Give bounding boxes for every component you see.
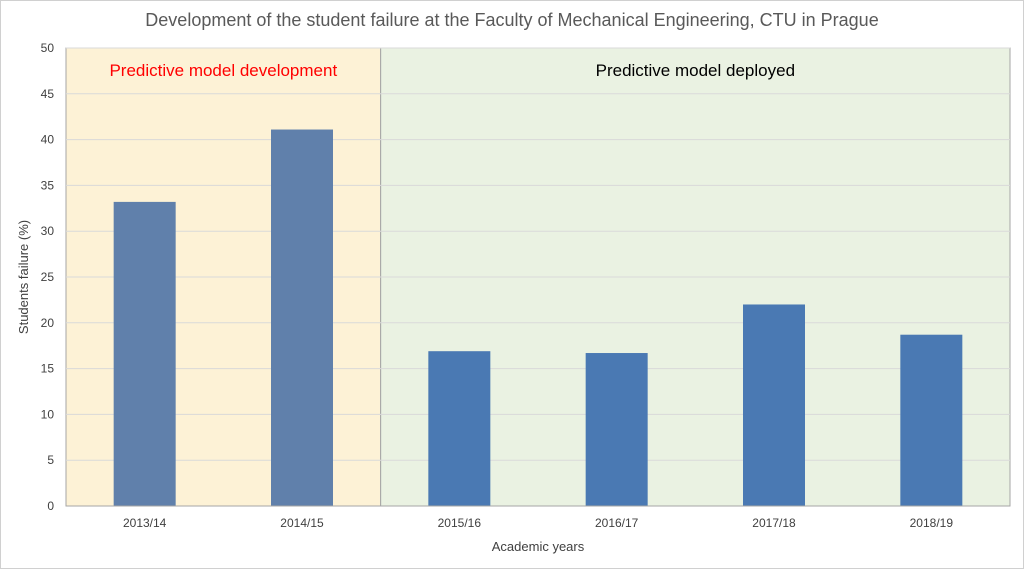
x-tick-label: 2015/16 [438,516,482,530]
bar-2017-18 [743,304,805,506]
y-tick-label: 35 [41,178,55,192]
x-tick-label: 2013/14 [123,516,167,530]
bar-2018-19 [900,334,963,506]
x-tick-label: 2018/19 [910,516,954,530]
x-tick-label: 2014/15 [280,516,324,530]
x-tick-label: 2017/18 [752,516,796,530]
region-label-1: Predictive model deployed [596,61,795,80]
bar-2014-15 [271,129,333,507]
y-tick-label: 45 [41,87,55,101]
y-tick-label: 10 [41,407,55,421]
y-axis-title: Students failure (%) [16,220,31,334]
bar-2016-17 [585,353,648,506]
chart-title: Development of the student failure at th… [145,10,879,30]
y-tick-label: 25 [41,270,55,284]
x-axis-title: Academic years [492,539,585,554]
y-tick-label: 20 [41,316,55,330]
y-tick-label: 40 [41,133,55,147]
bar-2013-14 [113,201,176,506]
y-tick-label: 50 [41,41,55,55]
region-label-0: Predictive model development [109,61,337,80]
y-tick-label: 0 [47,499,54,513]
y-tick-label: 15 [41,362,55,376]
x-tick-label: 2016/17 [595,516,639,530]
bar-2015-16 [428,351,491,506]
y-tick-label: 30 [41,224,55,238]
y-tick-label: 5 [47,453,54,467]
